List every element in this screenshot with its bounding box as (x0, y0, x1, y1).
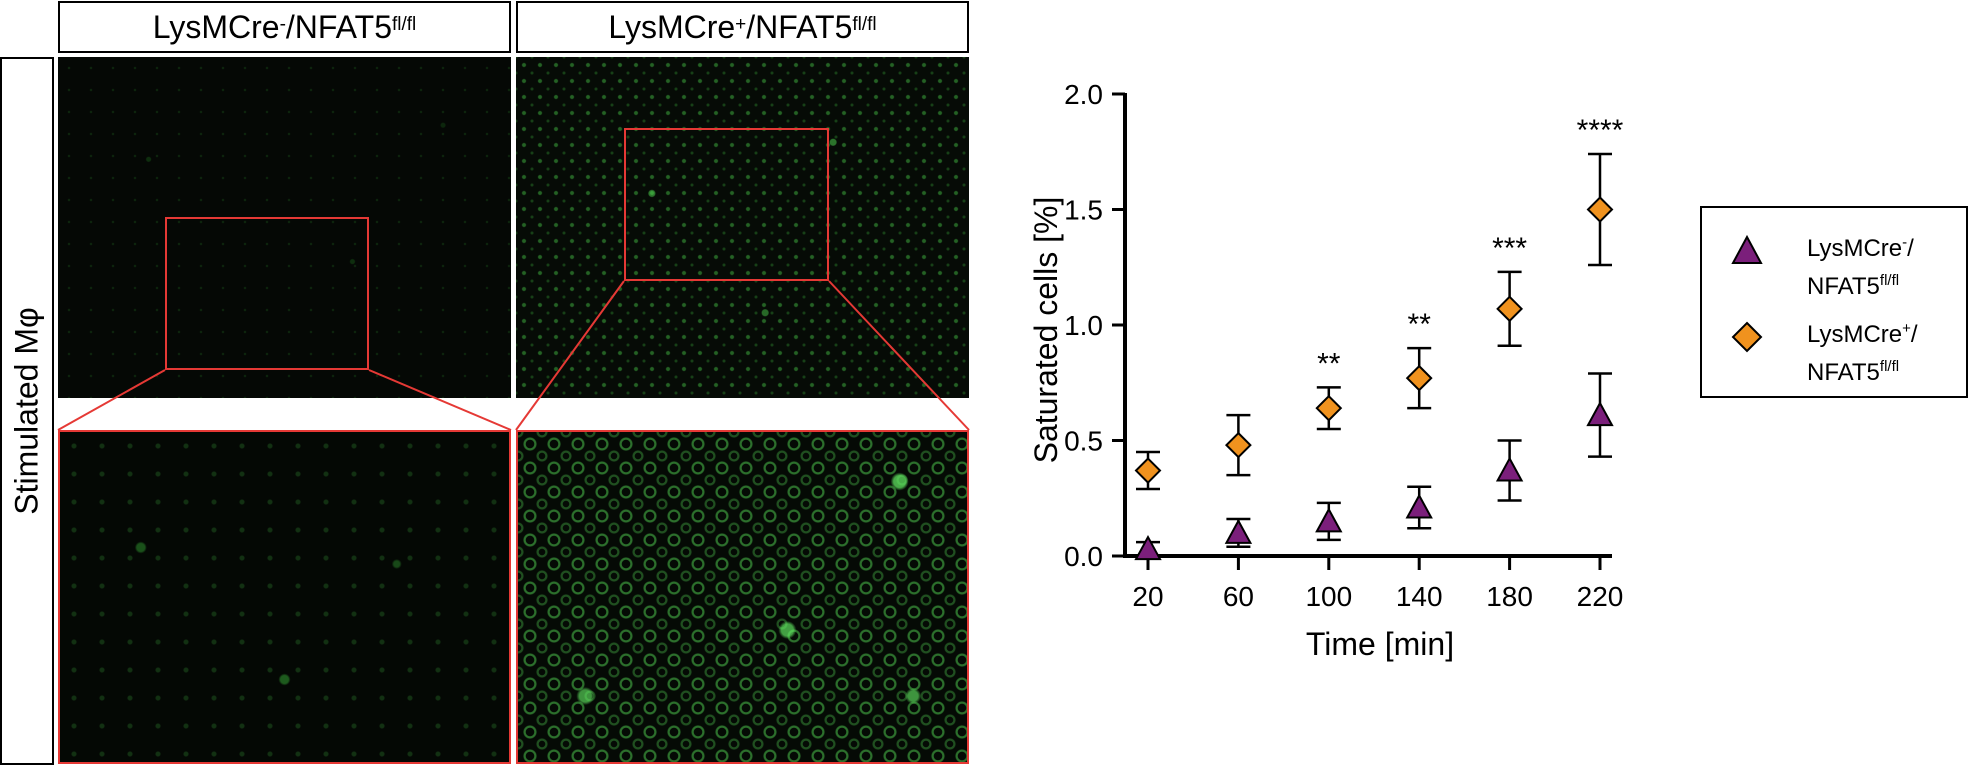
data-point-cre-negative (1405, 493, 1433, 519)
data-point-cre-positive (1134, 457, 1162, 484)
x-tick-label: 100 (1305, 581, 1352, 612)
header-mid: /NFAT5 (746, 8, 853, 45)
micrograph-cre-negative-zoom (58, 430, 511, 764)
x-tick-label: 220 (1577, 581, 1624, 612)
data-point-cre-positive (1586, 196, 1614, 223)
data-point-cre-negative (1495, 456, 1524, 482)
y-tick-label: 1.0 (1064, 310, 1103, 341)
legend-label: LysMCre-/ NFAT5fl/fl (1807, 234, 1914, 300)
significance-annotation: ** (1408, 308, 1432, 341)
y-tick-label: 0.0 (1064, 541, 1103, 572)
saturated-cells-chart: 0.00.51.01.52.0 20 60 100 140 180 220 *******… (1028, 79, 1624, 662)
data-point-cre-negative (1224, 518, 1253, 544)
header-mid: /NFAT5 (285, 8, 392, 45)
y-tick-label: 1.5 (1064, 195, 1103, 226)
roi-box (624, 128, 829, 281)
roi-box (165, 217, 369, 370)
significance-annotation: **** (1577, 114, 1624, 147)
legend-label: LysMCre+/ NFAT5fl/fl (1807, 320, 1918, 386)
x-tick-label: 140 (1396, 581, 1443, 612)
x-axis-label: Time [min] (1306, 626, 1454, 662)
header-sup: - (279, 14, 286, 35)
micrograph-cre-negative-overview (58, 57, 511, 398)
triangle-marker-icon (1731, 234, 1763, 264)
data-point-cre-positive (1315, 394, 1343, 422)
data-point-cre-negative (1134, 534, 1162, 561)
data-point-cre-positive (1224, 431, 1252, 459)
header-base: LysMCre (152, 8, 280, 45)
header-base: LysMCre (608, 8, 736, 45)
col-header-cre-negative: LysMCre -/NFAT5 fl/fl (58, 1, 511, 53)
micrograph-cre-positive-zoom (516, 430, 969, 764)
chart-legend: LysMCre-/ NFAT5fl/fl LysMCre+/ NFAT5fl/f… (1700, 206, 1968, 398)
x-tick-label: 180 (1486, 581, 1533, 612)
data-point-cre-positive (1496, 295, 1524, 323)
legend-item-cre-positive: LysMCre+/ NFAT5fl/fl (1702, 308, 1966, 388)
header-sup: + (735, 14, 747, 35)
data-point-cre-negative (1315, 507, 1343, 533)
data-point-cre-positive (1405, 364, 1433, 392)
row-label: Stimulated Mφ (8, 307, 45, 515)
significance-annotation: ** (1317, 347, 1341, 380)
header-sup: fl/fl (391, 14, 417, 35)
data-point-cre-negative (1586, 401, 1614, 427)
significance-annotation: *** (1492, 232, 1527, 265)
y-tick-label: 2.0 (1064, 79, 1103, 110)
x-tick-label: 60 (1223, 581, 1254, 612)
x-tick-label: 20 (1132, 581, 1163, 612)
row-label-box: Stimulated Mφ (0, 57, 54, 765)
y-axis-label: Saturated cells [%] (1028, 197, 1064, 464)
header-sup: fl/fl (852, 14, 877, 35)
legend-item-cre-negative: LysMCre-/ NFAT5fl/fl (1702, 222, 1966, 302)
col-header-cre-positive: LysMCre +/NFAT5 fl/fl (516, 1, 969, 53)
diamond-marker-icon (1731, 321, 1763, 353)
micrograph-cre-positive-overview (516, 57, 969, 398)
y-tick-label: 0.5 (1064, 426, 1103, 457)
